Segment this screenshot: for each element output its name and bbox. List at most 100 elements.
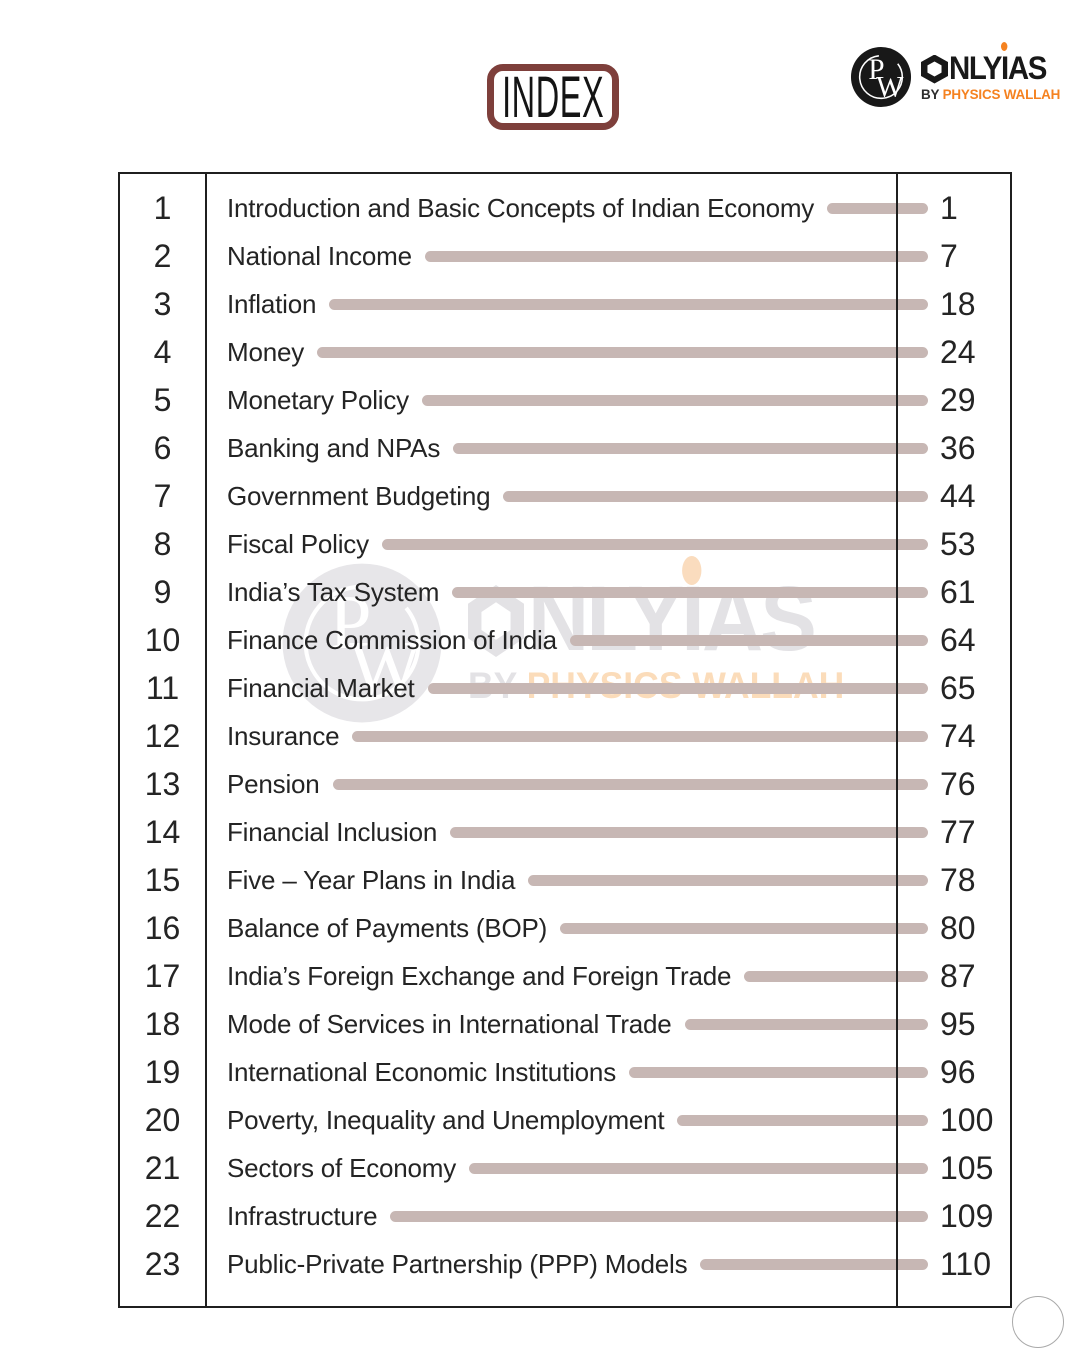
toc-rows: 1 Introduction and Basic Concepts of Ind… — [120, 174, 1010, 1288]
brand-logo: P W NLYI AS BY PHYSICS WALLAH — [850, 41, 1066, 108]
orange-dot-icon — [1001, 41, 1008, 51]
chapter-number: 6 — [153, 429, 172, 466]
chapter-title: Five – Year Plans in India — [227, 864, 516, 895]
chapter-title: National Income — [227, 240, 412, 271]
leader-line — [452, 586, 928, 598]
table-row: 11 Financial Market 65 — [120, 664, 1010, 712]
chapter-number: 16 — [144, 909, 181, 946]
leader-line — [450, 826, 928, 838]
chapter-title: Fiscal Policy — [227, 528, 369, 559]
leader-line — [329, 298, 928, 310]
chapter-number: 1 — [153, 189, 172, 226]
table-row: 19 International Economic Institutions 9… — [120, 1048, 1010, 1096]
pw-monogram-icon: P W — [850, 46, 912, 108]
svg-text:P: P — [868, 54, 884, 86]
chapter-number: 17 — [144, 957, 181, 994]
table-row: 16 Balance of Payments (BOP) 80 — [120, 904, 1010, 952]
chapter-title: Pension — [227, 768, 320, 799]
page-number: 64 — [940, 621, 976, 658]
chapter-title: Mode of Services in International Trade — [227, 1008, 672, 1039]
table-row: 17 India’s Foreign Exchange and Foreign … — [120, 952, 1010, 1000]
chapter-number: 2 — [153, 237, 172, 274]
page-corner-circle — [1012, 1296, 1064, 1348]
column-divider-1 — [205, 174, 207, 1306]
chapter-title: India’s Foreign Exchange and Foreign Tra… — [227, 960, 732, 991]
page-number: 87 — [940, 957, 976, 994]
chapter-title: Banking and NPAs — [227, 432, 441, 463]
leader-line — [332, 778, 928, 790]
chapter-title: Financial Inclusion — [227, 816, 438, 847]
leader-line — [381, 538, 928, 550]
table-row: 8 Fiscal Policy 53 — [120, 520, 1010, 568]
page-number: 110 — [940, 1245, 992, 1282]
page-number: 109 — [940, 1197, 994, 1234]
chapter-number: 15 — [144, 861, 181, 898]
leader-line — [629, 1066, 928, 1078]
brand-name: NLYI AS — [921, 41, 1066, 84]
table-row: 14 Financial Inclusion 77 — [120, 808, 1010, 856]
chapter-title: International Economic Institutions — [227, 1056, 616, 1087]
chapter-title: Insurance — [227, 720, 340, 751]
leader-line — [424, 250, 928, 262]
chapter-number: 8 — [153, 525, 172, 562]
chapter-title: Introduction and Basic Concepts of India… — [227, 192, 815, 223]
chapter-number: 7 — [153, 477, 172, 514]
page-number: 36 — [940, 429, 976, 466]
chapter-title: Balance of Payments (BOP) — [227, 912, 548, 943]
leader-line — [390, 1210, 928, 1222]
table-row: 5 Monetary Policy 29 — [120, 376, 1010, 424]
leader-line — [560, 922, 928, 934]
chapter-title: Inflation — [227, 288, 317, 319]
leader-line — [469, 1162, 928, 1174]
leader-line — [528, 874, 928, 886]
chapter-number: 23 — [144, 1245, 181, 1282]
table-row: 3 Inflation 18 — [120, 280, 1010, 328]
table-row: 15 Five – Year Plans in India 78 — [120, 856, 1010, 904]
chapter-number: 22 — [144, 1197, 181, 1234]
page-number: 80 — [940, 909, 976, 946]
chapter-title: Poverty, Inequality and Unemployment — [227, 1104, 665, 1135]
chapter-number: 13 — [144, 765, 181, 802]
page-number: 1 — [940, 189, 958, 226]
chapter-title: Public-Private Partnership (PPP) Models — [227, 1248, 688, 1279]
brand-subtitle: BY PHYSICS WALLAH — [921, 85, 1061, 102]
table-row: 13 Pension 76 — [120, 760, 1010, 808]
page-number: 77 — [940, 813, 976, 850]
table-row: 10 Finance Commission of India 64 — [120, 616, 1010, 664]
chapter-title: Sectors of Economy — [227, 1152, 457, 1183]
page-number: 18 — [940, 285, 976, 322]
chapter-title: India’s Tax System — [227, 576, 440, 607]
chapter-number: 14 — [144, 813, 181, 850]
page-number: 76 — [940, 765, 976, 802]
column-divider-2 — [896, 174, 898, 1306]
svg-text:W: W — [876, 71, 904, 103]
page-number: 95 — [940, 1005, 976, 1042]
chapter-number: 10 — [144, 621, 181, 658]
table-row: 1 Introduction and Basic Concepts of Ind… — [120, 184, 1010, 232]
page-number: 78 — [940, 861, 976, 898]
leader-line — [317, 346, 928, 358]
leader-line — [684, 1018, 928, 1030]
chapter-number: 20 — [144, 1101, 181, 1138]
table-row: 18 Mode of Services in International Tra… — [120, 1000, 1010, 1048]
chapter-title: Finance Commission of India — [227, 624, 557, 655]
leader-line — [503, 490, 928, 502]
table-row: 12 Insurance 74 — [120, 712, 1010, 760]
page-number: 7 — [940, 237, 958, 274]
page-number: 29 — [940, 381, 976, 418]
leader-line — [744, 970, 928, 982]
page-title: INDEX — [501, 64, 605, 130]
page-number: 100 — [940, 1101, 994, 1138]
table-row: 6 Banking and NPAs 36 — [120, 424, 1010, 472]
table-row: 22 Infrastructure 109 — [120, 1192, 1010, 1240]
leader-line — [352, 730, 928, 742]
index-title-box: INDEX — [487, 64, 619, 130]
table-row: 9 India’s Tax System 61 — [120, 568, 1010, 616]
page-number: 74 — [940, 717, 976, 754]
chapter-title: Financial Market — [227, 672, 415, 703]
chapter-number: 3 — [153, 285, 172, 322]
chapter-number: 18 — [144, 1005, 181, 1042]
table-row: 7 Government Budgeting 44 — [120, 472, 1010, 520]
page-number: 96 — [940, 1053, 976, 1090]
page-number: 44 — [940, 477, 976, 514]
